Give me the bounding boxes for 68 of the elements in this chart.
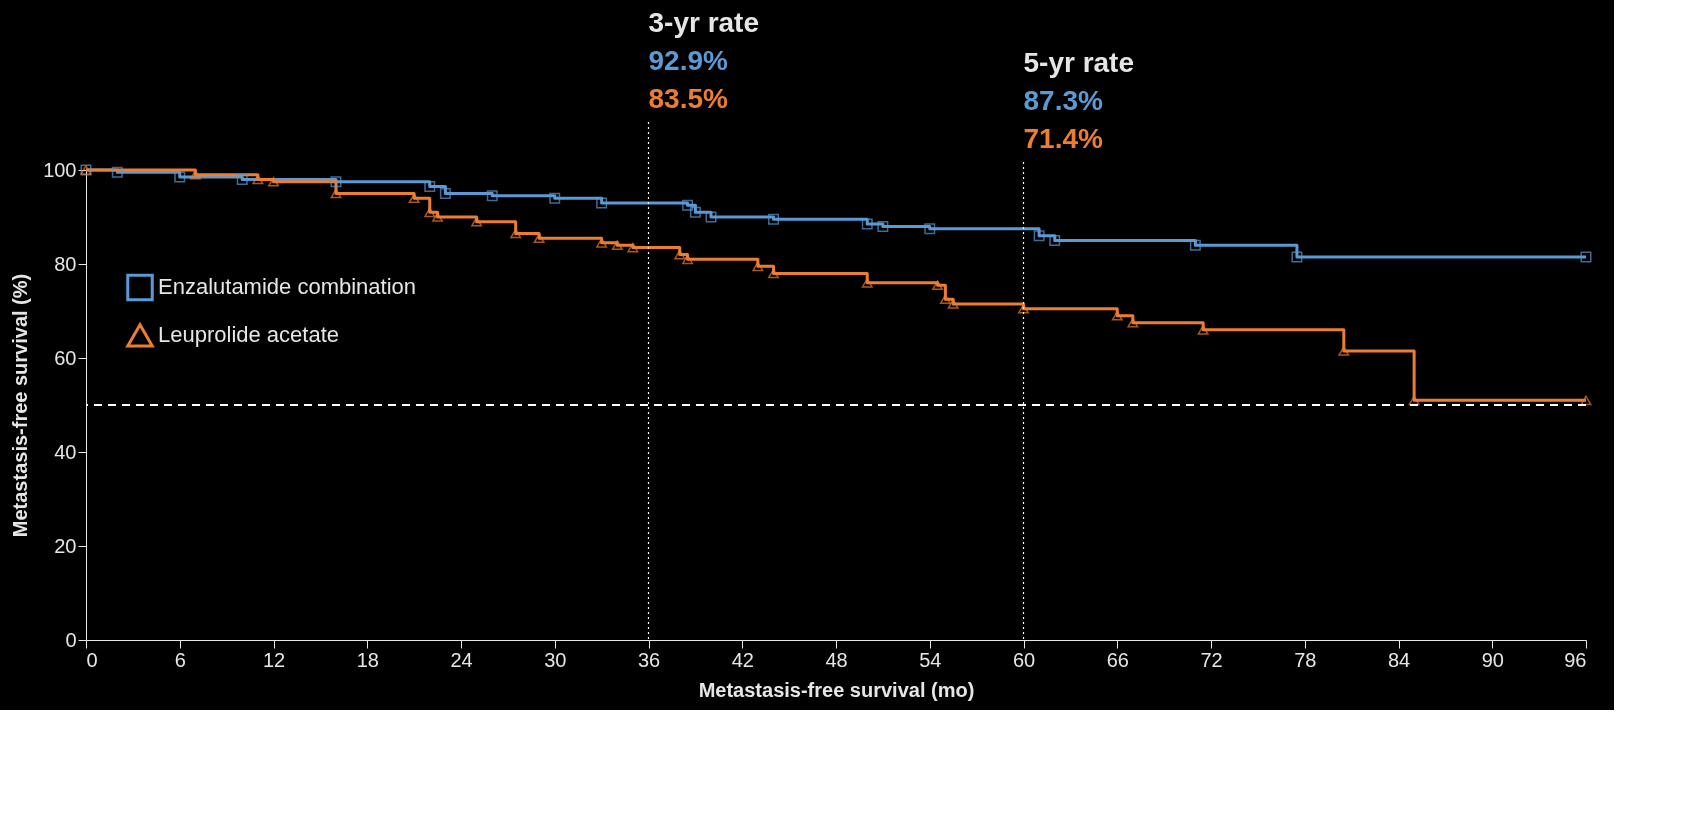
y-tick-label: 100 <box>43 158 77 181</box>
x-tick-label: 66 <box>1106 648 1129 671</box>
point <box>1189 239 1201 251</box>
x-tick-label: 0 <box>86 648 98 671</box>
point <box>330 176 342 188</box>
point <box>947 299 959 309</box>
text: 87.3% <box>1023 85 1103 116</box>
point <box>674 249 686 260</box>
ref-line-label: 5-yr rate <box>1023 47 1135 78</box>
x-tick-label: 96 <box>1564 648 1587 671</box>
point <box>877 220 889 232</box>
point <box>486 190 498 202</box>
point <box>408 193 420 204</box>
x-tick-label: 48 <box>825 648 848 671</box>
point <box>174 171 186 183</box>
x-tick-label: 36 <box>637 648 661 671</box>
text: 92.9% <box>648 45 728 76</box>
point <box>424 207 436 218</box>
x-tick-label: 84 <box>1387 648 1411 671</box>
x-tick-label: 30 <box>544 648 567 671</box>
point <box>861 218 873 230</box>
point <box>689 206 701 218</box>
x-tick-label: 42 <box>731 648 754 671</box>
x-tick-label: 60 <box>1012 648 1036 671</box>
x-tick-label: 6 <box>174 648 186 671</box>
point <box>1338 346 1350 356</box>
legend-label: Enzalutamide combination <box>158 274 417 300</box>
y-tick-label: 20 <box>54 534 77 557</box>
point <box>510 228 522 239</box>
x-tick-label: 18 <box>356 648 379 671</box>
legend-label: Leuprolide acetate <box>158 322 340 348</box>
point <box>752 261 764 272</box>
point <box>932 280 944 291</box>
point <box>1033 230 1045 242</box>
point <box>627 242 639 253</box>
y-axis-title: Metastasis-free survival (%) <box>9 273 32 538</box>
x-tick-label: 24 <box>450 648 473 671</box>
x-tick-label: 12 <box>262 648 286 671</box>
y-tick-label: 40 <box>54 440 77 463</box>
point <box>424 180 436 192</box>
x-tick-label: 78 <box>1294 648 1317 671</box>
point <box>439 188 451 199</box>
point <box>549 192 561 204</box>
point <box>1580 251 1592 263</box>
point <box>1049 235 1061 246</box>
text: 83.5% <box>648 83 728 114</box>
point <box>768 213 779 225</box>
point <box>111 166 123 178</box>
y-tick-label: 60 <box>54 346 77 369</box>
point <box>682 199 694 211</box>
x-tick-label: 90 <box>1481 648 1504 671</box>
point <box>1291 251 1303 263</box>
point <box>596 197 608 209</box>
x-tick-label: 72 <box>1200 648 1223 671</box>
point <box>924 223 936 235</box>
point <box>611 240 623 251</box>
point <box>939 294 951 305</box>
x-axis-title: Metastasis-free survival (mo) <box>698 678 975 701</box>
ref-line-label: 3-yr rate <box>648 7 760 38</box>
y-tick-label: 80 <box>54 252 77 275</box>
point <box>236 173 248 185</box>
y-tick-label: 0 <box>65 628 77 651</box>
point <box>705 211 717 223</box>
point <box>268 176 279 187</box>
point <box>1580 395 1592 406</box>
x-tick-label: 54 <box>919 648 942 671</box>
point <box>533 233 545 244</box>
text: 71.4% <box>1023 123 1103 154</box>
